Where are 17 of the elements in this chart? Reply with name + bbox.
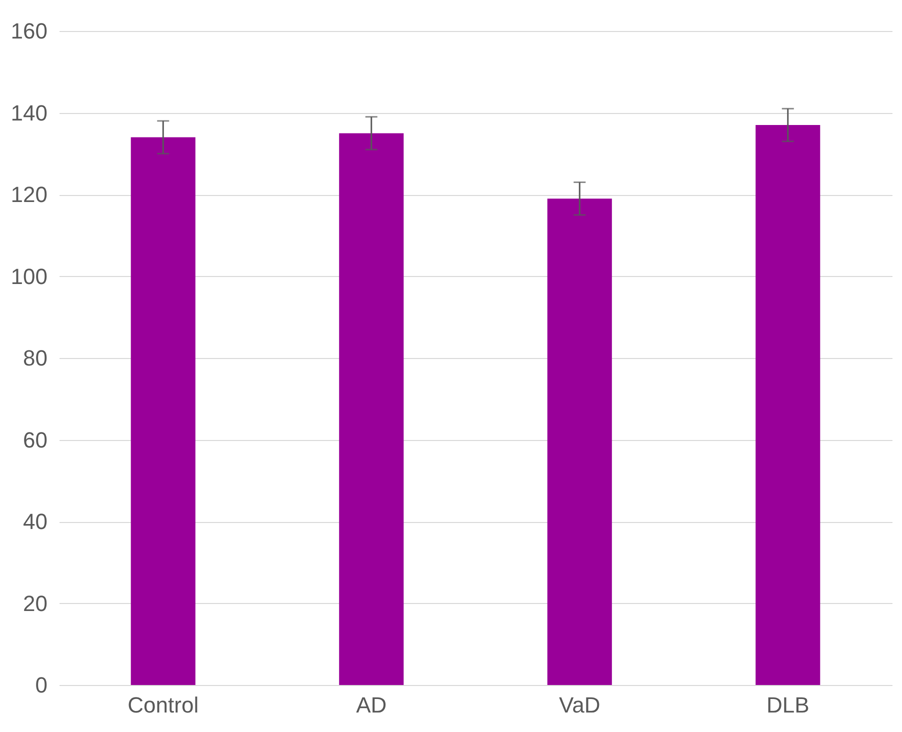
y-tick-label: 0 — [35, 672, 48, 698]
y-tick-label: 60 — [23, 427, 48, 452]
bar — [130, 137, 196, 685]
y-tick-label: 160 — [10, 18, 48, 44]
y-tick-label: 80 — [23, 346, 48, 370]
y-tick-label: 120 — [10, 182, 48, 207]
bar — [547, 198, 612, 685]
bar — [756, 125, 820, 685]
bar — [339, 133, 404, 685]
x-tick-label: AD — [356, 692, 387, 718]
y-tick-label: 40 — [23, 509, 48, 534]
y-tick-label: 100 — [10, 264, 48, 289]
x-tick-label: DLB — [766, 692, 810, 718]
x-tick-label: Control — [128, 692, 199, 718]
y-tick-label: 20 — [23, 590, 48, 616]
y-tick-label: 140 — [10, 100, 48, 126]
x-tick-label: VaD — [559, 692, 600, 718]
